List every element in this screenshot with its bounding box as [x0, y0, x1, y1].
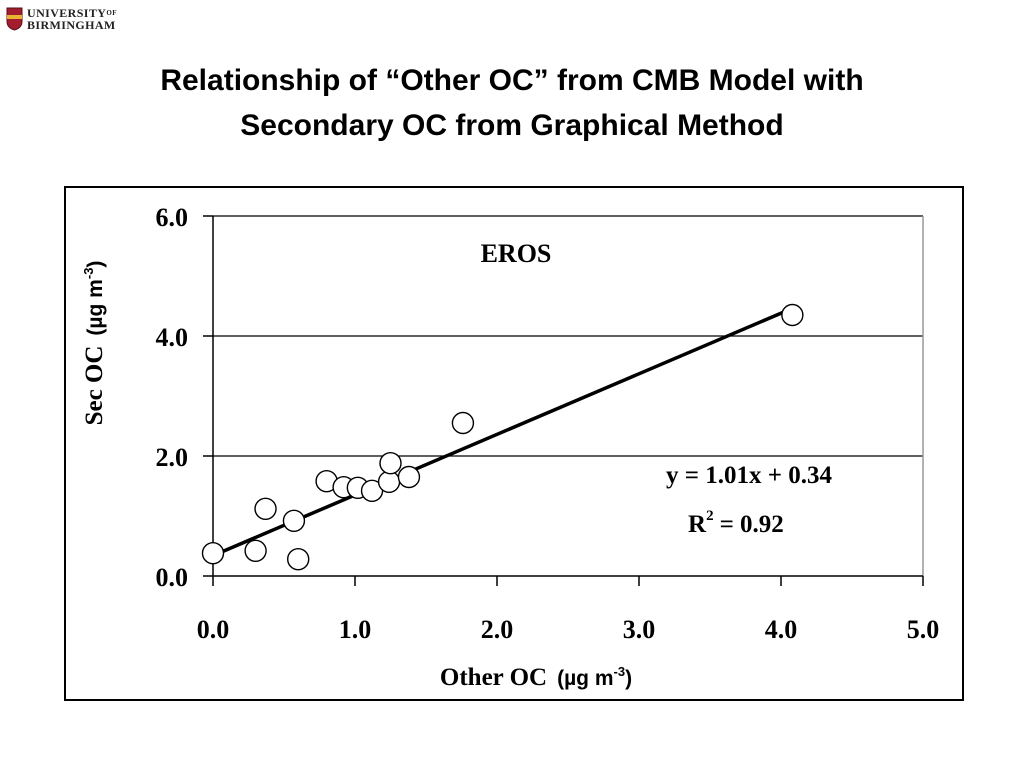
data-point: [451, 411, 475, 435]
trendline-equation: y = 1.01x + 0.34: [666, 462, 832, 489]
data-point: [254, 497, 277, 520]
logo-line1: UNIVERSITY: [27, 6, 107, 20]
data-point: [377, 470, 401, 493]
logo-line2: BIRMINGHAM: [27, 18, 116, 32]
data-point: [379, 452, 402, 475]
y-axis-title: Sec OC(µg m-3): [81, 261, 108, 426]
x-tick-label: 5.0: [907, 615, 940, 644]
logo-line1-small: OF: [106, 9, 117, 17]
data-point: [397, 465, 421, 489]
chart-annotation: EROS: [481, 239, 552, 268]
slide-title: Relationship of “Other OC” from CMB Mode…: [60, 58, 964, 148]
crest-icon: [6, 7, 23, 31]
trendline-layer: [212, 306, 794, 558]
x-tick-label: 4.0: [765, 615, 798, 644]
axes-layer: 0.0 2.0 4.0 6.0 0.0 1.0 2.0 3.0 4.0 5.0: [156, 203, 940, 644]
x-tick-label: 3.0: [623, 615, 656, 644]
x-tick-label: 0.0: [197, 615, 230, 644]
x-axis-title: Other OC (µg m-3): [440, 664, 632, 691]
data-point: [201, 542, 225, 565]
x-tick-label: 2.0: [481, 615, 514, 644]
y-tick-label: 4.0: [156, 323, 189, 352]
chart-frame: 0.0 2.0 4.0 6.0 0.0 1.0 2.0 3.0 4.0 5.0 EROS y = …: [64, 186, 964, 701]
y-tick-label: 6.0: [156, 203, 189, 232]
grid-layer: [213, 215, 924, 576]
trendline: [212, 306, 794, 558]
y-tick-label: 2.0: [156, 443, 189, 472]
slide-title-line2: Secondary OC from Graphical Method: [240, 109, 784, 142]
slide-title-line1: Relationship of “Other OC” from CMB Mode…: [160, 64, 864, 97]
scatter-chart: 0.0 2.0 4.0 6.0 0.0 1.0 2.0 3.0 4.0 5.0 EROS y = …: [81, 203, 940, 691]
data-point: [282, 509, 306, 532]
labels-layer: EROS y = 1.01x + 0.34 R2 = 0.92 Other OC(…: [81, 239, 832, 691]
y-tick-label: 0.0: [156, 563, 189, 592]
data-point: [244, 539, 267, 562]
r-squared-label: R2 = 0.92: [688, 508, 784, 538]
university-logo: UNIVERSITYOF BIRMINGHAM: [6, 4, 117, 34]
data-point: [286, 548, 310, 571]
logo-text: UNIVERSITYOF BIRMINGHAM: [27, 7, 117, 31]
points-layer: [201, 303, 804, 571]
data-point: [781, 303, 804, 327]
x-tick-label: 1.0: [339, 615, 372, 644]
